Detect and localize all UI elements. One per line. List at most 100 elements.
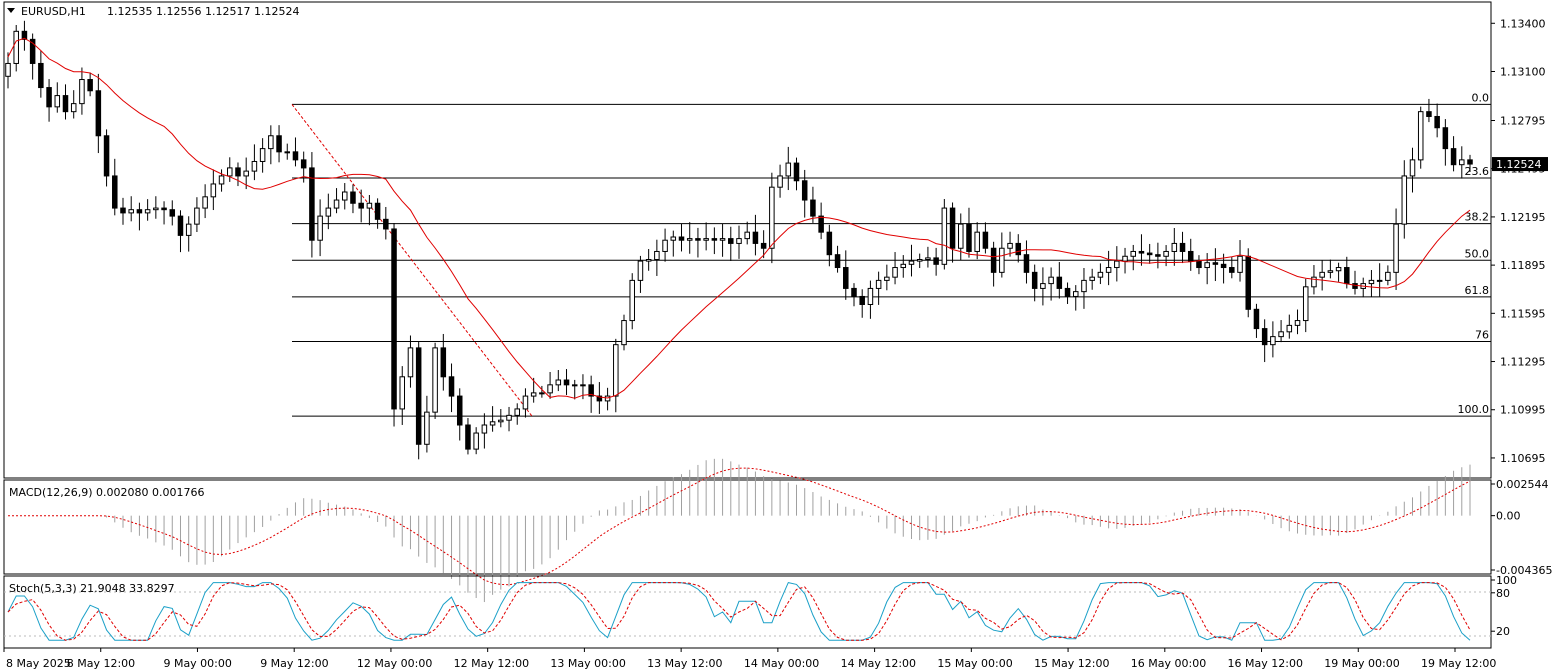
fib-level-label: 38.2 <box>1465 211 1490 224</box>
candle <box>1105 250 1112 286</box>
candle <box>227 157 233 182</box>
candle <box>999 232 1005 278</box>
candle <box>678 223 685 252</box>
candle <box>777 164 783 198</box>
macd-label: MACD(12,26,9) 0.002080 0.001766 <box>9 486 205 499</box>
fib-level-label: 61.8 <box>1465 284 1490 297</box>
price-tick-label: 1.11895 <box>1500 259 1546 272</box>
candle <box>982 222 989 254</box>
candle <box>760 230 767 259</box>
candle <box>456 388 463 441</box>
candle <box>13 25 19 72</box>
candle <box>292 137 299 167</box>
candle <box>925 246 931 268</box>
macd-axis: 0.002544 0.00 -0.004365 <box>1491 478 1552 577</box>
candle <box>300 151 307 183</box>
candle <box>374 198 381 229</box>
time-tick-label: 15 May 00:00 <box>937 657 1012 670</box>
candle <box>530 377 537 403</box>
candle <box>1229 257 1235 279</box>
candle <box>859 289 865 318</box>
stochastic-tick-label: 20 <box>1496 625 1510 638</box>
candle <box>1434 103 1440 138</box>
candle <box>103 129 110 187</box>
candle <box>54 82 61 113</box>
candle <box>358 189 364 223</box>
candle <box>498 409 504 428</box>
candle <box>1007 231 1013 257</box>
stochastic-tick-label: 100 <box>1496 574 1517 587</box>
candle <box>793 157 800 191</box>
candle <box>1171 227 1178 266</box>
macd-panel[interactable]: MACD(12,26,9) 0.002080 0.001766 0.002544… <box>3 458 1552 603</box>
candle <box>645 249 652 271</box>
candle <box>966 207 972 258</box>
candle <box>481 413 488 449</box>
candle <box>1122 247 1128 274</box>
candle <box>1294 309 1301 335</box>
candle <box>571 379 578 400</box>
fib-level-label: 50.0 <box>1465 247 1490 260</box>
candle <box>711 227 718 255</box>
fib-level-label: 0.0 <box>1472 91 1490 104</box>
candle <box>38 51 44 98</box>
candle <box>958 213 964 261</box>
candle <box>325 193 332 230</box>
candle <box>1023 240 1030 284</box>
candle <box>1467 154 1473 173</box>
candle <box>5 52 11 89</box>
candle <box>1031 264 1038 302</box>
candle <box>1146 243 1153 264</box>
candle <box>1459 146 1465 179</box>
candle <box>547 371 553 399</box>
candle <box>1245 248 1251 318</box>
candle <box>1286 314 1293 339</box>
candle <box>415 341 422 460</box>
candle <box>153 196 159 219</box>
candle <box>1278 320 1284 343</box>
triangle-down-icon[interactable] <box>7 8 15 13</box>
candle <box>1417 106 1424 169</box>
candle <box>662 228 668 262</box>
candle <box>1155 242 1161 269</box>
candle <box>695 227 701 258</box>
price-panel[interactable]: 0.0 23.6 38.2 50.0 61.8 76 100.0 1.13400 1.1310… <box>3 1 1548 479</box>
fibonacci-retracement[interactable]: 0.0 23.6 38.2 50.0 61.8 76 100.0 <box>291 91 1491 417</box>
candle <box>916 253 923 269</box>
candle <box>1319 259 1325 291</box>
candle <box>1335 262 1342 282</box>
moving-average-line <box>7 37 1471 399</box>
candle <box>990 241 997 287</box>
candle <box>309 152 315 258</box>
candle <box>1097 263 1104 285</box>
price-tick-label: 1.13100 <box>1500 65 1546 78</box>
candle <box>810 186 816 223</box>
candle <box>1253 303 1260 338</box>
candle <box>1048 267 1054 301</box>
time-tick-label: 8 May 2025 <box>6 657 71 670</box>
candle <box>391 222 397 427</box>
candle <box>448 363 455 413</box>
ohlc-label: 1.12535 1.12556 1.12517 1.12524 <box>107 5 299 18</box>
candle <box>1376 263 1383 297</box>
candle <box>1393 208 1399 290</box>
time-tick-label: 13 May 12:00 <box>647 657 722 670</box>
candle <box>818 202 824 240</box>
candle <box>875 271 882 305</box>
candle <box>1212 248 1219 282</box>
candle <box>218 169 225 192</box>
candle <box>908 244 915 277</box>
candlestick-series[interactable] <box>5 20 1473 460</box>
candle <box>843 250 849 300</box>
candle <box>424 395 430 453</box>
candle <box>46 79 52 122</box>
time-tick-label: 8 May 12:00 <box>67 657 135 670</box>
price-tick-label: 1.11595 <box>1500 307 1546 320</box>
macd-tick-label: -0.004365 <box>1496 564 1552 577</box>
symbol-label: EURUSD,H1 <box>21 5 86 18</box>
time-tick-label: 9 May 00:00 <box>163 657 231 670</box>
